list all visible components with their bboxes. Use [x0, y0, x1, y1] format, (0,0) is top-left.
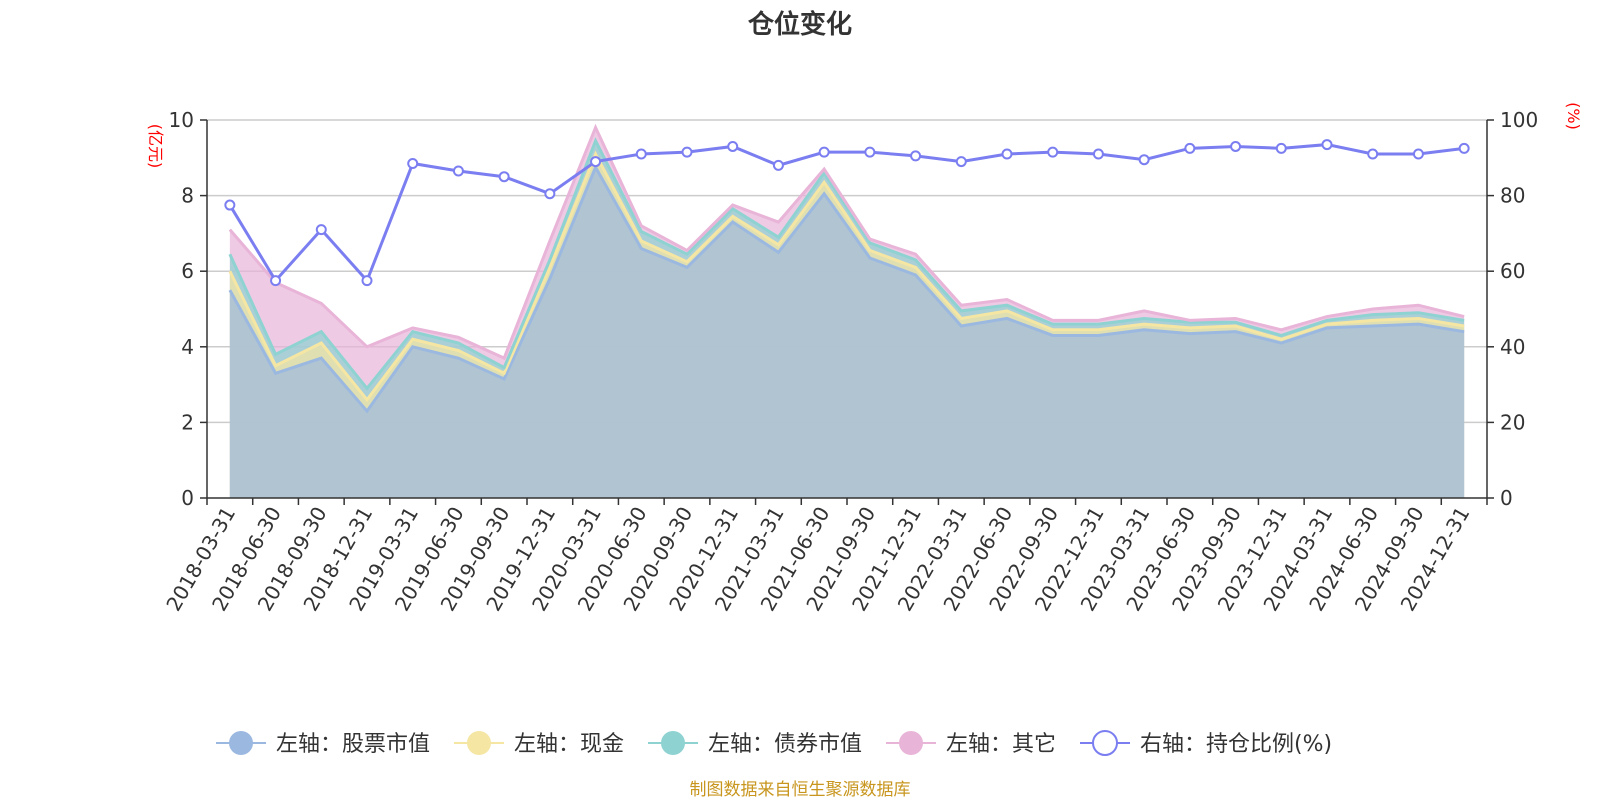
ratio-point: [1138, 154, 1150, 166]
area-edge-series-1: [228, 163, 1465, 414]
ratio-point: [544, 188, 556, 200]
legend-label: 左轴：现金: [514, 732, 624, 757]
ratio-point: [910, 150, 922, 162]
area-edge-series-4: [228, 123, 1465, 361]
ratio-point: [727, 140, 739, 152]
ratio-point: [361, 275, 373, 287]
ratio-point: [590, 156, 602, 168]
position-ratio-line: [224, 139, 1470, 287]
right-axis-tick-label: 0: [1500, 486, 1513, 510]
ratio-point: [681, 146, 693, 158]
right-axis-tick-label: 80: [1500, 184, 1525, 208]
legend-marker: [899, 731, 923, 755]
ratio-line: [228, 143, 1465, 284]
ratio-point: [270, 275, 282, 287]
left-axis-tick-label: 2: [181, 410, 194, 434]
legend-marker: [229, 731, 253, 755]
legend-item-3: 左轴：债券市值: [648, 731, 862, 757]
right-axis-tick-label: 20: [1500, 410, 1525, 434]
ratio-point: [1001, 148, 1013, 160]
ratio-point: [1184, 142, 1196, 154]
ratio-point: [315, 224, 327, 236]
legend-label: 左轴：股票市值: [276, 732, 430, 757]
data-source-note: 制图数据来自恒生聚源数据库: [690, 780, 911, 800]
legend-marker: [661, 731, 685, 755]
stacked-areas: [228, 123, 1465, 499]
area-edge-series-2: [228, 150, 1465, 403]
left-axis-tick-label: 10: [169, 108, 194, 132]
left-axis-tick-label: 4: [181, 335, 194, 359]
legend-item-5: 右轴：持仓比例(%): [1080, 730, 1332, 757]
right-axis-tick-label: 40: [1500, 335, 1525, 359]
ratio-point: [224, 199, 236, 211]
ratio-point: [1275, 142, 1287, 154]
legend-item-1: 左轴：股票市值: [216, 731, 430, 757]
ratio-point: [772, 159, 784, 171]
legend-item-4: 左轴：其它: [886, 731, 1056, 757]
legend-marker: [467, 731, 491, 755]
legend-marker: [1092, 730, 1118, 756]
ratio-point: [498, 171, 510, 183]
legend-item-2: 左轴：现金: [454, 731, 624, 757]
chart-title: 仓位变化: [747, 9, 852, 40]
legend-label: 左轴：其它: [946, 732, 1056, 757]
right-axis-tick-label: 60: [1500, 259, 1525, 283]
ratio-point: [1458, 142, 1470, 154]
ratio-point: [452, 165, 464, 177]
area-series-1: [229, 167, 1465, 498]
ratio-point: [955, 156, 967, 168]
left-axis-tick-label: 6: [181, 259, 194, 283]
legend-label: 右轴：持仓比例(%): [1140, 732, 1332, 757]
ratio-point: [1321, 139, 1333, 151]
ratio-point: [407, 157, 419, 169]
legend-label: 左轴：债券市值: [708, 732, 862, 757]
ratio-point: [635, 148, 647, 160]
ratio-point: [1230, 140, 1242, 152]
ratio-point: [1412, 148, 1424, 160]
ratio-point: [864, 146, 876, 158]
left-axis-tick-label: 0: [181, 486, 194, 510]
ratio-point: [818, 146, 830, 158]
left-axis-unit: (亿元): [146, 124, 165, 169]
right-axis-unit: (%): [1564, 102, 1583, 130]
ratio-point: [1047, 146, 1059, 158]
area-edge-series-3: [228, 137, 1465, 391]
ratio-point: [1092, 148, 1104, 160]
ratio-point: [1367, 148, 1379, 160]
right-axis-tick-label: 100: [1500, 108, 1538, 132]
legend: 左轴：股票市值 左轴：现金 左轴：债券市值 左轴：其它 右轴：持仓比例(%): [216, 730, 1332, 757]
left-axis-tick-label: 8: [181, 184, 194, 208]
